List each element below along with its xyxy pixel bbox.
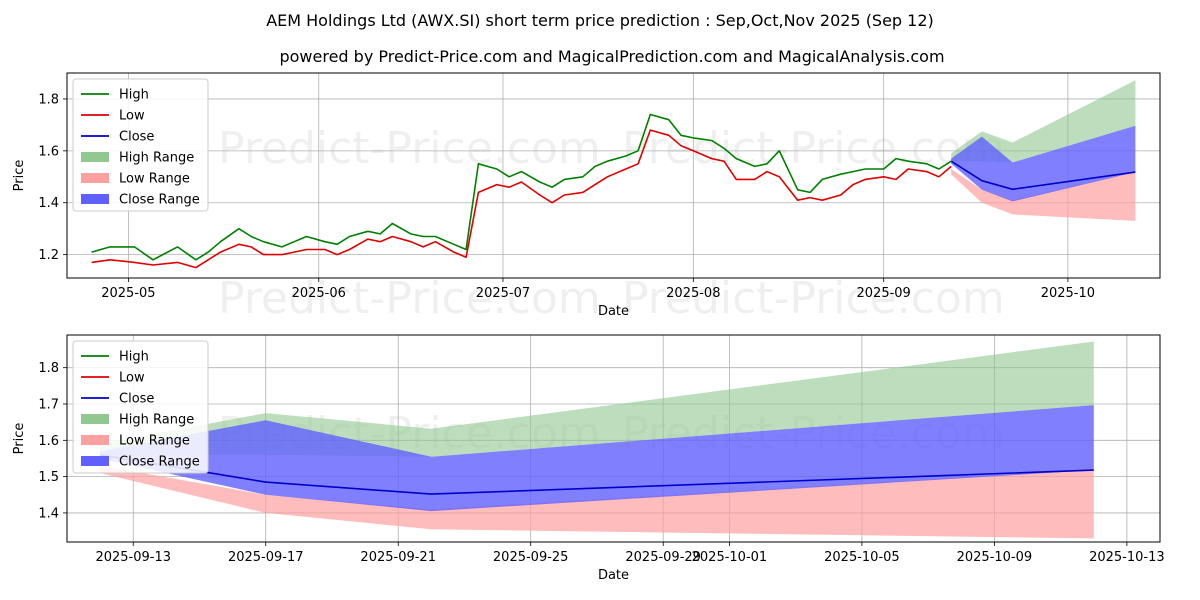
watermark-0: Predict-Price.com: [218, 123, 601, 174]
y-tick-label: 1.6: [38, 144, 59, 159]
y-tick-label: 1.2: [38, 248, 59, 263]
legend-swatch-close_range: [81, 456, 109, 466]
legend-label-high_range: High Range: [119, 151, 194, 166]
legend-label-low_range: Low Range: [119, 172, 190, 187]
x-tick-label: 2025-10: [1041, 286, 1095, 301]
watermark-2: Predict-Price.com: [218, 273, 601, 324]
plot-area: [91, 80, 1136, 269]
plot-frame: [66, 72, 1161, 279]
watermark-3: Predict-Price.com: [622, 273, 1005, 324]
x-tick-label: 2025-09: [857, 286, 911, 301]
legend-label-high: High: [119, 350, 149, 365]
legend-label-close: Close: [119, 130, 154, 145]
x-tick-label: 2025-10-01: [692, 550, 768, 565]
x-tick-label: 2025-08: [666, 286, 720, 301]
bottom-panel: Predict-Price.comPredict-Price.com2025-0…: [12, 334, 1165, 583]
y-tick-label: 1.6: [38, 434, 59, 449]
legend-swatch-high_range: [81, 152, 109, 162]
x-tick-label: 2025-09-29: [625, 550, 701, 565]
close-range-band: [100, 405, 1094, 512]
low-range-band: [100, 465, 1094, 539]
legend-swatch-high_range: [81, 414, 109, 424]
top-panel: Predict-Price.com Predict-Price.com Predic…: [12, 72, 1161, 324]
legend-swatch-low_range: [81, 435, 109, 445]
x-tick-label: 2025-10-13: [1089, 550, 1165, 565]
y-tick-label: 1.4: [38, 506, 59, 521]
legend-label-close_range: Close Range: [119, 193, 200, 208]
y-tick-label: 1.8: [38, 92, 59, 107]
watermark-1: Predict-Price.com: [622, 123, 1005, 174]
y-axis-label: Price: [12, 160, 27, 192]
chart-subtitle: powered by Predict-Price.com and Magical…: [279, 47, 944, 66]
x-tick-label: 2025-07: [476, 286, 530, 301]
legend-swatch-close_range: [81, 194, 109, 204]
y-tick-label: 1.8: [38, 361, 59, 376]
legend-label-high: High: [119, 88, 149, 103]
legend-swatch-low_range: [81, 173, 109, 183]
y-tick-label: 1.5: [38, 470, 59, 485]
low-range-band: [951, 169, 1136, 221]
x-axis-label: Date: [598, 568, 629, 583]
x-tick-label: 2025-10-09: [957, 550, 1033, 565]
legend-label-high_range: High Range: [119, 413, 194, 428]
high-range-band: [951, 80, 1136, 163]
legend-label-close_range: Close Range: [119, 455, 200, 470]
plot-frame: [66, 334, 1161, 543]
low-line: [91, 129, 952, 269]
x-tick-label: 2025-10-05: [824, 550, 900, 565]
x-tick-label: 2025-09-25: [493, 550, 569, 565]
x-axis-label: Date: [598, 304, 629, 319]
y-tick-label: 1.4: [38, 196, 59, 211]
x-tick-label: 2025-05: [101, 286, 155, 301]
x-tick-label: 2025-09-17: [228, 550, 304, 565]
legend-label-low_range: Low Range: [119, 434, 190, 449]
y-tick-label: 1.7: [38, 398, 59, 413]
chart-title: AEM Holdings Ltd (AWX.SI) short term pri…: [266, 11, 934, 30]
close-range-band: [951, 125, 1136, 202]
plot-area: [99, 341, 1094, 539]
y-axis-label: Price: [12, 423, 27, 455]
legend-label-low: Low: [119, 109, 145, 124]
legend-label-low: Low: [119, 371, 145, 386]
x-tick-label: 2025-09-21: [360, 550, 436, 565]
high-line: [91, 113, 952, 261]
close-line: [950, 160, 1136, 191]
legend-label-close: Close: [119, 392, 154, 407]
x-tick-label: 2025-06: [292, 286, 346, 301]
x-tick-label: 2025-09-13: [95, 550, 171, 565]
high-range-band: [100, 341, 1094, 457]
